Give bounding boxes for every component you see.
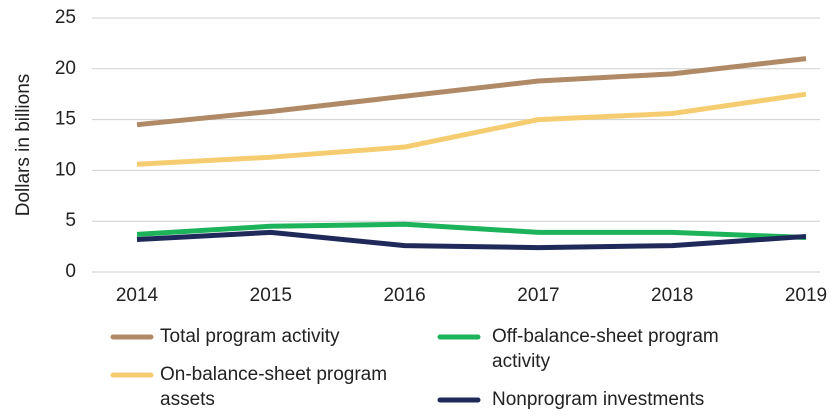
- series-line: [136, 56, 807, 128]
- y-tick-label: 15: [55, 109, 76, 130]
- legend-label: On-balance-sheet program assets: [160, 364, 387, 410]
- legend-line: Off-balance-sheet program: [492, 326, 719, 347]
- legend-line: On-balance-sheet program: [160, 364, 387, 385]
- legend-label: Nonprogram investments: [492, 389, 704, 410]
- y-axis-title: Dollars in billions: [13, 74, 34, 217]
- x-tick-label: 2016: [383, 285, 425, 306]
- x-tick-label: 2018: [651, 285, 693, 306]
- legend-line: Nonprogram investments: [492, 389, 704, 410]
- x-tick-label: 2019: [785, 285, 827, 306]
- y-tick-label: 10: [55, 159, 76, 180]
- legend-label: Off-balance-sheet program activity: [492, 326, 719, 372]
- legend-line: activity: [492, 351, 551, 372]
- y-tick-label: 25: [55, 7, 76, 28]
- y-tick-label: 5: [65, 210, 76, 231]
- legend-label: Total program activity: [160, 326, 340, 347]
- x-tick-label: 2015: [250, 285, 292, 306]
- series-line: [136, 221, 807, 240]
- legend-line: assets: [160, 389, 215, 410]
- series-line: [136, 229, 807, 251]
- y-tick-label: 20: [55, 58, 76, 79]
- x-tick-label: 2014: [116, 285, 159, 306]
- y-tick-label: 0: [65, 261, 76, 282]
- series-line: [136, 91, 807, 167]
- legend-line: Total program activity: [160, 326, 340, 347]
- x-tick-label: 2017: [517, 285, 559, 306]
